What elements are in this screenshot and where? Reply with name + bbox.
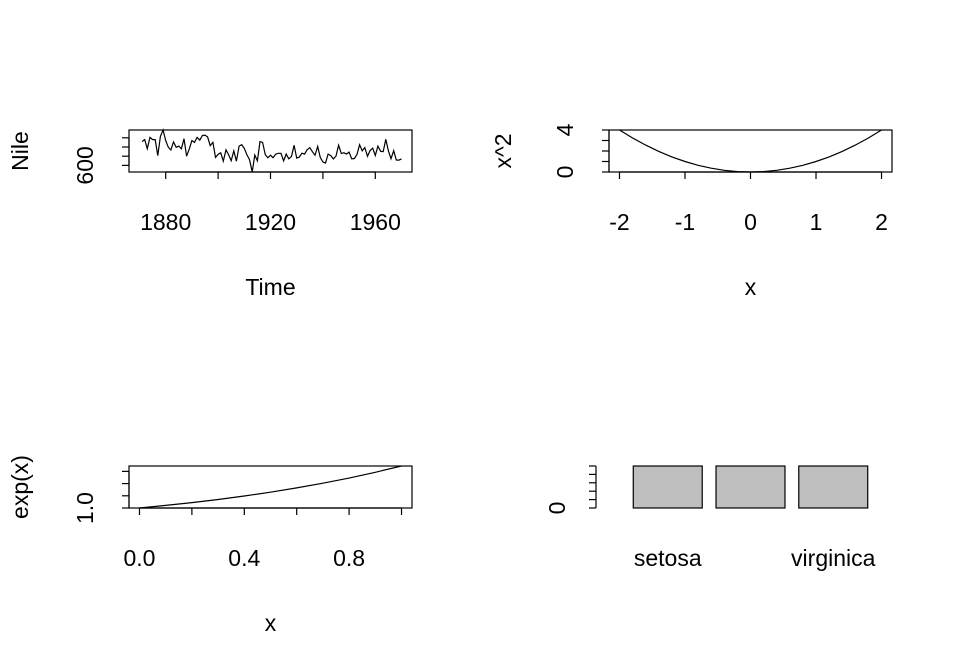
y-tick-label: 600 [72,146,98,184]
panel-1: 1880 1920 1960 600 Time Nile [7,128,413,300]
x-tick-label: -2 [609,209,629,235]
y-axis-title: x^2 [490,133,516,168]
y-tick-label: 0 [552,166,578,179]
y-axis-title: Nile [7,131,33,171]
panel-4: setosa virginica 0 [544,465,876,571]
x-axis-title: x [745,274,757,300]
x-tick-label: 2 [875,209,888,235]
series-line [141,128,402,173]
x-tick-label: 0.8 [333,545,365,571]
x-tick-label: 1920 [245,209,296,235]
bar-virginica [798,465,869,509]
series-line [139,465,402,509]
plot-frame [128,465,413,509]
y-tick-label: 4 [552,123,578,136]
bar-setosa [632,465,703,509]
panel-2: -2 -1 0 1 2 0 4 x x^2 [490,123,893,300]
bar-label: setosa [634,545,702,571]
series-line [619,129,882,173]
y-tick-label: 0 [544,502,570,515]
x-tick-label: 1 [810,209,823,235]
x-axis-title: x [265,610,277,636]
plot-frame [608,129,893,173]
x-tick-label: 0 [744,209,757,235]
y-axis-title: exp(x) [7,455,33,519]
x-tick-label: -1 [675,209,695,235]
bar-versicolor [715,465,786,509]
x-tick-label: 1960 [350,209,401,235]
x-tick-label: 0.4 [228,545,260,571]
x-tick-label: 1880 [140,209,191,235]
x-axis-title: Time [245,274,295,300]
panel-3: 0.0 0.4 0.8 1.0 x exp(x) [7,455,413,636]
bar-label: virginica [791,545,876,571]
y-tick-label: 1.0 [72,492,98,524]
x-tick-label: 0.0 [123,545,155,571]
